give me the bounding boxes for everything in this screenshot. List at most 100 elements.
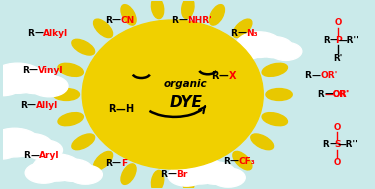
Text: R: R <box>27 29 34 38</box>
Text: H: H <box>126 104 134 114</box>
Ellipse shape <box>53 159 93 181</box>
Ellipse shape <box>251 39 274 55</box>
Text: R: R <box>105 159 112 168</box>
Text: —: — <box>30 151 39 160</box>
Text: —R'': —R'' <box>338 36 359 45</box>
Text: R: R <box>160 170 167 179</box>
Ellipse shape <box>0 73 23 96</box>
Ellipse shape <box>182 0 194 19</box>
Text: —: — <box>219 71 229 81</box>
Ellipse shape <box>93 19 112 38</box>
Ellipse shape <box>72 134 94 150</box>
Ellipse shape <box>0 128 40 157</box>
Ellipse shape <box>209 164 225 184</box>
Text: R: R <box>323 36 330 45</box>
Text: R: R <box>105 15 112 25</box>
Ellipse shape <box>121 5 136 25</box>
Text: Alkyl: Alkyl <box>43 29 68 38</box>
Text: Br: Br <box>176 170 188 179</box>
Ellipse shape <box>10 134 53 157</box>
Ellipse shape <box>30 75 68 97</box>
Ellipse shape <box>168 165 205 186</box>
Ellipse shape <box>255 37 293 58</box>
Text: P: P <box>334 36 341 45</box>
Ellipse shape <box>233 151 252 170</box>
Ellipse shape <box>262 63 288 76</box>
Ellipse shape <box>58 113 83 126</box>
Text: R: R <box>322 140 329 149</box>
Ellipse shape <box>27 140 63 160</box>
Text: CN: CN <box>121 15 135 25</box>
Text: —OR': —OR' <box>324 90 350 99</box>
Text: R: R <box>211 71 219 81</box>
Ellipse shape <box>251 134 274 150</box>
Text: OR': OR' <box>333 90 349 99</box>
Text: R: R <box>223 157 230 166</box>
Text: —: — <box>237 29 246 38</box>
Ellipse shape <box>25 163 62 183</box>
Ellipse shape <box>53 88 80 101</box>
Ellipse shape <box>176 157 224 184</box>
Text: —: — <box>324 90 333 99</box>
Ellipse shape <box>0 63 44 93</box>
Text: —: — <box>112 15 121 25</box>
Ellipse shape <box>72 39 94 55</box>
Ellipse shape <box>229 40 264 60</box>
Ellipse shape <box>209 5 225 25</box>
Text: N₃: N₃ <box>246 29 258 38</box>
Text: —: — <box>329 140 338 149</box>
Ellipse shape <box>93 151 112 170</box>
Text: —: — <box>167 170 176 179</box>
Ellipse shape <box>152 0 164 19</box>
Text: R: R <box>304 71 311 80</box>
Text: S: S <box>334 140 340 149</box>
Ellipse shape <box>33 154 81 181</box>
Ellipse shape <box>58 63 83 76</box>
Text: Vinyl: Vinyl <box>38 66 63 75</box>
Text: —: — <box>28 66 38 75</box>
Text: R: R <box>231 29 237 38</box>
Ellipse shape <box>211 168 245 187</box>
Ellipse shape <box>68 165 102 184</box>
Text: R': R' <box>333 54 343 63</box>
Text: Aryl: Aryl <box>39 151 60 160</box>
Text: DYE: DYE <box>169 95 202 110</box>
Text: —: — <box>230 157 239 166</box>
Text: NHR': NHR' <box>187 15 212 25</box>
Text: R: R <box>171 15 178 25</box>
Text: O: O <box>334 158 341 167</box>
Ellipse shape <box>233 19 252 38</box>
Text: R: R <box>318 90 324 99</box>
Text: F: F <box>121 159 127 168</box>
Text: Allyl: Allyl <box>36 101 58 110</box>
Text: R: R <box>108 104 116 114</box>
Ellipse shape <box>121 164 136 184</box>
Text: —: — <box>112 159 121 168</box>
Text: R: R <box>24 151 30 160</box>
Ellipse shape <box>82 20 263 169</box>
Text: —: — <box>27 101 36 110</box>
Ellipse shape <box>0 137 20 159</box>
Text: —: — <box>116 104 125 114</box>
Ellipse shape <box>182 170 194 189</box>
Ellipse shape <box>270 42 302 60</box>
Text: —: — <box>330 36 339 45</box>
Ellipse shape <box>262 113 288 126</box>
Text: organic: organic <box>164 79 207 89</box>
Text: —R'': —R'' <box>337 140 358 149</box>
Text: X: X <box>229 71 236 81</box>
Text: —: — <box>34 29 43 38</box>
Ellipse shape <box>266 88 292 101</box>
Text: —: — <box>311 71 320 80</box>
Text: R: R <box>20 101 27 110</box>
Text: OR': OR' <box>320 71 338 80</box>
Ellipse shape <box>152 170 164 189</box>
Text: O: O <box>334 122 341 132</box>
Text: CF₃: CF₃ <box>239 157 256 166</box>
Text: R: R <box>22 66 28 75</box>
Ellipse shape <box>196 162 236 184</box>
Text: —: — <box>178 15 187 25</box>
Ellipse shape <box>236 32 282 57</box>
Ellipse shape <box>13 69 57 94</box>
Text: O: O <box>334 18 342 27</box>
